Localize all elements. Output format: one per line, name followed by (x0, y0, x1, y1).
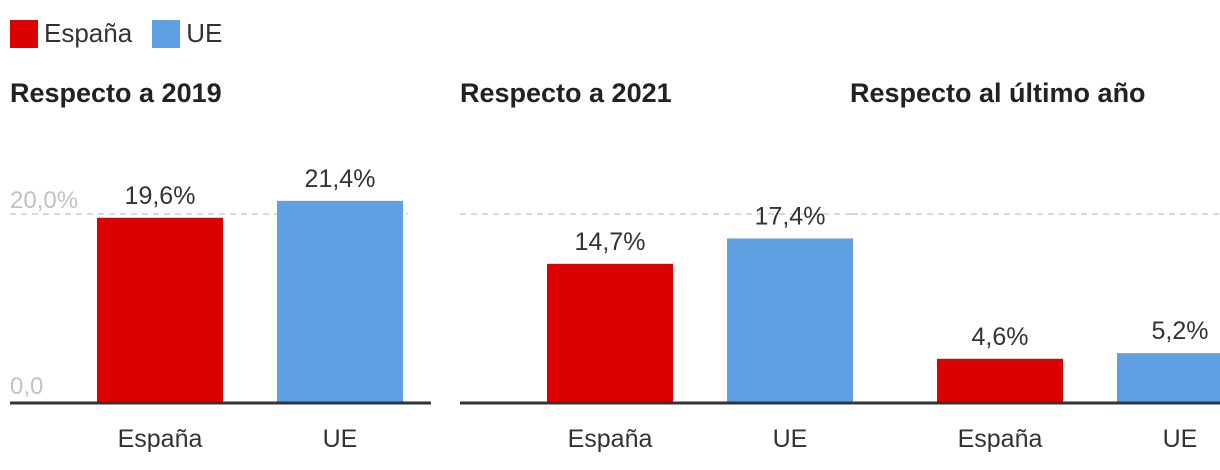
y-tick-label: 20,0% (10, 187, 78, 214)
bar-espana (547, 263, 673, 402)
x-tick-label: España (118, 425, 203, 453)
legend-item-ue: UE (152, 18, 222, 49)
legend-swatch-espana (10, 19, 38, 48)
x-tick-label: UE (1163, 425, 1198, 453)
bar-espana (937, 358, 1063, 402)
chart-svg-last-year: 4,6% España 5,2% UE (850, 213, 1220, 453)
chart-title-2021: Respecto a 2021 (460, 78, 672, 108)
x-tick-label: España (958, 425, 1043, 453)
legend-label-ue: UE (186, 18, 223, 48)
bar-ue (727, 238, 853, 402)
chart-title-2019: Respecto a 2019 (10, 78, 222, 108)
bar-ue (277, 200, 403, 402)
chart-title-last-year: Respecto al último año (850, 78, 1146, 108)
data-label: 19,6% (125, 182, 196, 210)
y-tick-label: 0,0 (10, 373, 43, 400)
legend-swatch-ue (152, 19, 181, 48)
data-label: 5,2% (1152, 317, 1209, 345)
data-label: 17,4% (755, 202, 826, 230)
data-label: 14,7% (575, 228, 646, 256)
bar-espana (97, 217, 223, 402)
x-tick-label: UE (773, 425, 808, 453)
legend-label-espana: España (44, 18, 133, 48)
legend: España UE (10, 18, 222, 49)
chart-panel-last-year: Respecto al último año 4,6% España 5,2% UE (850, 0, 1220, 470)
bar-ue (1117, 353, 1220, 402)
x-tick-label: UE (323, 425, 358, 453)
legend-item-espana: España (10, 18, 132, 49)
chart-svg-2021: 14,7% España 17,4% UE (460, 202, 881, 453)
chart-panel-2019: Respecto a 2019 0,0 20,0% 19,6% España 21,4%… (10, 0, 431, 470)
chart-svg-2019: 0,0 20,0% 19,6% España 21,4% UE (10, 165, 431, 453)
x-tick-label: España (568, 425, 653, 453)
data-label: 4,6% (972, 323, 1029, 351)
chart-panel-2021: Respecto a 2021 14,7% España 17,4% UE (460, 0, 881, 470)
data-label: 21,4% (305, 165, 376, 193)
